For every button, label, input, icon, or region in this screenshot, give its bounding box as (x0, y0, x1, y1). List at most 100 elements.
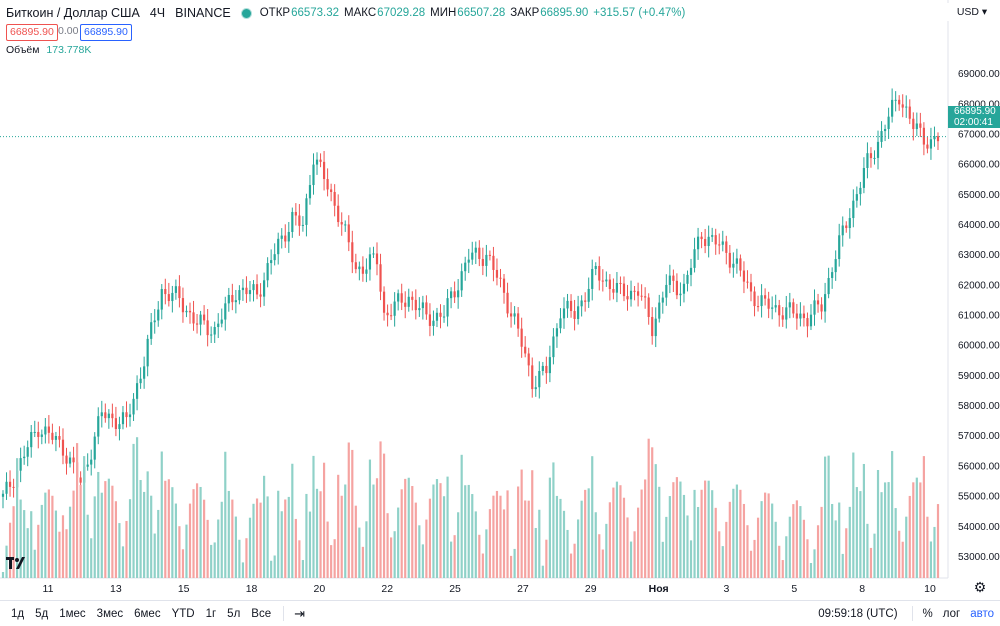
range-all-button[interactable]: Все (251, 607, 272, 620)
candle-body (686, 274, 689, 284)
range-1d-button[interactable]: 1д (11, 607, 25, 620)
candle-body (545, 365, 548, 374)
volume-bar (538, 509, 541, 578)
range-6m-button[interactable]: 6мес (134, 607, 161, 620)
candle-body (195, 323, 199, 325)
volume-bar (513, 548, 516, 578)
candle-body (509, 313, 513, 317)
symbol-name[interactable]: Биткоин / Доллар США (6, 6, 140, 20)
candle-body (714, 235, 717, 245)
candle-body (704, 239, 707, 247)
price-chart[interactable]: 69000.00 68000.00 67000.00 66000.00 65000.00… (0, 0, 1000, 600)
volume-bar (58, 531, 61, 578)
range-1y-button[interactable]: 1г (205, 607, 217, 620)
currency-button[interactable]: USD ▾ (944, 3, 1000, 21)
percent-scale-button[interactable]: % (922, 607, 933, 620)
volume-bar (1, 572, 5, 578)
candle-body (128, 414, 132, 418)
candle-body (682, 283, 686, 294)
volume-bar (361, 546, 364, 578)
range-ytd-button[interactable]: YTD (171, 607, 195, 620)
candle-body (397, 293, 400, 302)
candle-body (873, 157, 876, 159)
candle-body (65, 455, 68, 464)
volume-bar (139, 480, 142, 578)
candle-body (637, 291, 640, 296)
candle-body (753, 291, 756, 307)
volume-bar (859, 491, 862, 578)
candle-body (171, 292, 174, 302)
clock-display[interactable]: 09:59:18 (UTC) (818, 607, 898, 620)
price-tick-label: 53000.00 (958, 552, 1000, 563)
volume-bar (135, 437, 139, 578)
volume-bar (756, 517, 760, 578)
volume-bar (319, 491, 322, 578)
volume-bar (527, 500, 530, 578)
candle-body (827, 277, 830, 295)
candle-body (915, 123, 918, 130)
log-scale-button[interactable]: лог (942, 607, 961, 620)
candle-body (344, 224, 347, 226)
tradingview-logo-icon[interactable] (6, 556, 26, 570)
chart-legend: Биткоин / Доллар США 4Ч BINANCE ОТКР 6657… (6, 4, 690, 22)
candle-body (312, 164, 315, 186)
candle-body (340, 222, 343, 225)
range-5d-button[interactable]: 5д (35, 607, 49, 620)
volume-bar (806, 539, 809, 578)
candle-body (181, 298, 185, 313)
volume-bar (809, 563, 813, 578)
settings-gear-icon[interactable]: ⚙ (973, 579, 987, 595)
candle-body (612, 289, 615, 293)
auto-scale-button[interactable]: авто (970, 607, 994, 620)
volume-bar (37, 524, 40, 578)
candle-body (358, 266, 361, 270)
candle-body (912, 118, 915, 130)
candle-body (464, 262, 467, 272)
range-5y-button[interactable]: 5л (227, 607, 241, 620)
sell-button[interactable]: 66895.90 (6, 24, 58, 41)
range-3m-button[interactable]: 3мес (96, 607, 124, 620)
candle-body (111, 413, 114, 419)
candle-body (788, 302, 791, 308)
volume-bar (591, 456, 594, 578)
buy-button[interactable]: 66895.90 (80, 24, 132, 41)
candle-body (33, 431, 36, 433)
candle-body (372, 253, 375, 255)
volume-bar (157, 509, 160, 578)
volume-bar (781, 560, 784, 578)
goto-date-icon[interactable]: ⇥ (294, 605, 306, 621)
volume-bar (68, 506, 72, 578)
volume-bar (44, 492, 47, 578)
volume-bar (340, 495, 343, 578)
volume-bar (771, 503, 774, 578)
candle-body (548, 357, 551, 374)
candle-body (132, 398, 135, 415)
volume-bar (344, 484, 347, 578)
volume-bar (467, 484, 470, 578)
candle-body (474, 247, 477, 253)
candle-body (47, 426, 50, 433)
candle-body (929, 139, 933, 149)
volume-bar (802, 519, 806, 578)
candle-body (746, 281, 749, 283)
candle-body (629, 290, 633, 300)
candle-body (513, 313, 516, 317)
volume-bar (880, 492, 883, 578)
candle-body (654, 318, 657, 337)
volume-bar (284, 499, 287, 578)
candle-body (54, 436, 58, 440)
candle-body (721, 241, 724, 245)
candle-body (816, 300, 820, 305)
volume-bar (188, 503, 192, 578)
candle-body (407, 296, 410, 307)
candle-body (104, 412, 107, 419)
candle-body (742, 270, 746, 282)
range-1m-button[interactable]: 1мес (59, 607, 86, 620)
interval-label[interactable]: 4Ч (149, 6, 166, 20)
candle-body (26, 447, 29, 457)
volume-bar (679, 481, 682, 578)
volume-bar (855, 487, 858, 578)
candle-body (689, 267, 693, 275)
candle-body (439, 312, 442, 317)
volume-bar (584, 489, 587, 578)
